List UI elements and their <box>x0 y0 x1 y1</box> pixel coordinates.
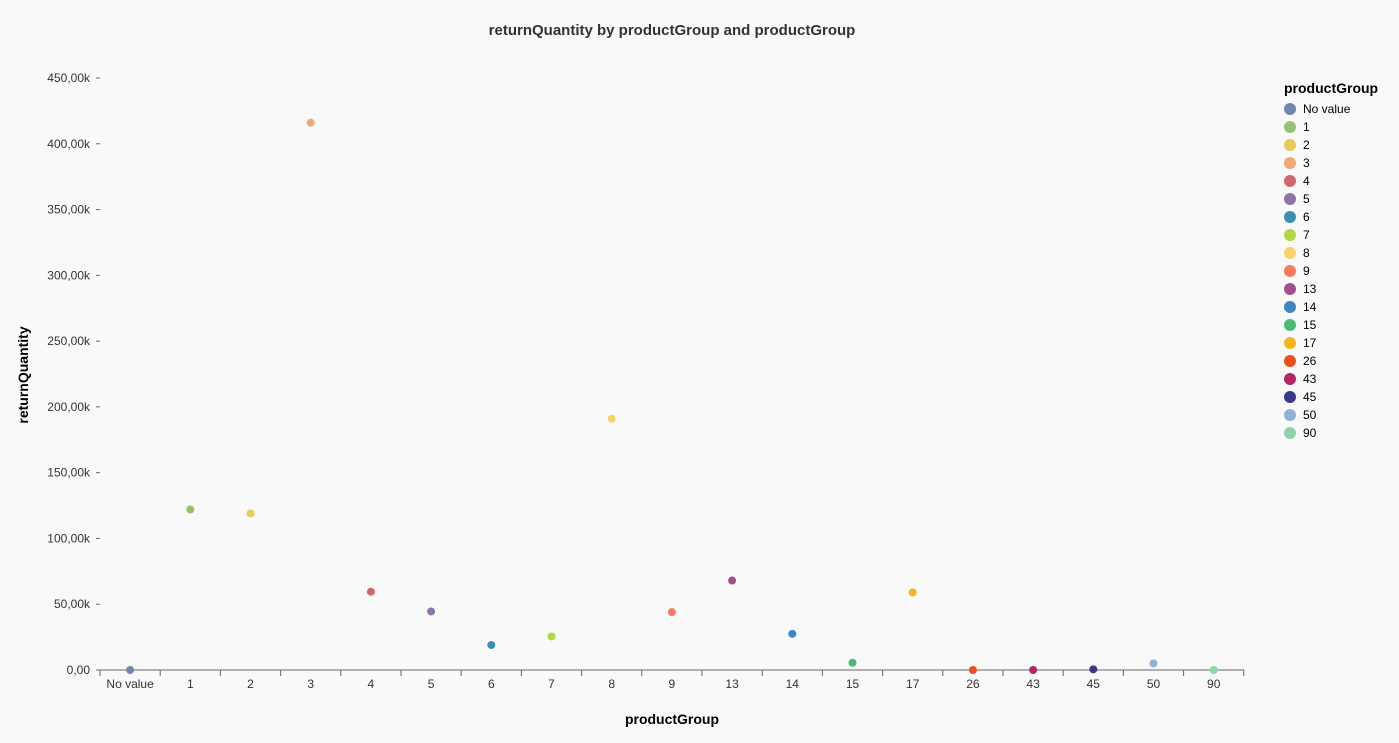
data-point <box>186 505 195 514</box>
x-tick-label: 50 <box>1147 677 1161 691</box>
legend-label: 45 <box>1303 390 1317 404</box>
data-point <box>1089 665 1098 674</box>
legend-label: 1 <box>1303 120 1310 134</box>
legend-swatch <box>1284 211 1296 223</box>
legend-swatch <box>1284 355 1296 367</box>
legend-label: 2 <box>1303 138 1310 152</box>
legend-label: 4 <box>1303 174 1310 188</box>
legend-swatch <box>1284 175 1296 187</box>
data-point <box>246 509 255 518</box>
y-axis-title: returnQuantity <box>15 326 31 423</box>
legend-swatch <box>1284 391 1296 403</box>
x-tick-label: 14 <box>786 677 800 691</box>
legend-label: 6 <box>1303 210 1310 224</box>
legend-swatch <box>1284 121 1296 133</box>
legend-label: 8 <box>1303 246 1310 260</box>
x-tick-label: 90 <box>1207 677 1221 691</box>
data-point <box>667 608 676 617</box>
data-point <box>547 632 556 641</box>
legend-swatch <box>1284 409 1296 421</box>
legend-label: 43 <box>1303 372 1317 386</box>
legend-label: 13 <box>1303 282 1317 296</box>
chart-title: returnQuantity by productGroup and produ… <box>489 22 856 39</box>
x-tick-label: 3 <box>307 677 314 691</box>
data-points <box>126 118 1218 674</box>
legend-swatch <box>1284 373 1296 385</box>
legend-swatch <box>1284 157 1296 169</box>
legend-title: productGroup <box>1284 80 1378 96</box>
data-point <box>908 588 917 597</box>
legend-swatch <box>1284 229 1296 241</box>
y-tick-label: 250,00k <box>47 334 91 348</box>
legend-label: 14 <box>1303 300 1317 314</box>
legend-swatch <box>1284 139 1296 151</box>
legend-label: 50 <box>1303 408 1317 422</box>
legend-swatch <box>1284 301 1296 313</box>
data-point <box>788 629 797 638</box>
y-tick-label: 300,00k <box>47 268 91 282</box>
x-tick-label: 8 <box>608 677 615 691</box>
data-point <box>968 666 977 674</box>
legend-label: 7 <box>1303 228 1310 242</box>
data-point <box>427 607 436 616</box>
x-tick-label: 1 <box>187 677 194 691</box>
y-tick-label: 150,00k <box>47 466 91 480</box>
x-tick-label: 13 <box>725 677 739 691</box>
x-tick-label: 6 <box>488 677 495 691</box>
legend-label: 9 <box>1303 264 1310 278</box>
x-tick-label: 26 <box>966 677 980 691</box>
y-tick-label: 450,00k <box>47 71 91 85</box>
legend: productGroup No value1234567891314151726… <box>1284 80 1378 440</box>
data-point <box>607 414 616 423</box>
x-tick-label: 15 <box>846 677 860 691</box>
x-tick-label: 9 <box>669 677 676 691</box>
legend-swatch <box>1284 103 1296 115</box>
legend-label: 90 <box>1303 426 1317 440</box>
data-point <box>487 641 496 650</box>
y-tick-label: 50,00k <box>54 597 91 611</box>
x-tick-label: 45 <box>1087 677 1101 691</box>
legend-swatch <box>1284 265 1296 277</box>
data-point <box>1029 666 1038 674</box>
legend-swatch <box>1284 283 1296 295</box>
data-point <box>306 118 315 127</box>
data-point <box>1209 666 1218 674</box>
y-tick-label: 100,00k <box>47 531 91 545</box>
legend-swatch <box>1284 337 1296 349</box>
y-tick-label: 400,00k <box>47 137 91 151</box>
y-tick-label: 350,00k <box>47 203 91 217</box>
x-tick-label: 5 <box>428 677 435 691</box>
legend-swatch <box>1284 319 1296 331</box>
data-point <box>126 666 135 674</box>
x-axis: No value 1 2 3 4 5 6 7 8 9 13 14 15 17 26 43 45 50 90 <box>99 669 1245 691</box>
y-axis: 0,00 50,00k 100,00k 150,00k 200,00k 250,00k 30… <box>47 71 100 677</box>
x-tick-label: 17 <box>906 677 920 691</box>
legend-swatch <box>1284 247 1296 259</box>
y-tick-label: 200,00k <box>47 400 91 414</box>
x-axis-title: productGroup <box>625 711 719 727</box>
x-tick-label: No value <box>106 677 154 691</box>
data-point <box>728 576 737 585</box>
x-tick-label: 2 <box>247 677 254 691</box>
legend-swatch <box>1284 427 1296 439</box>
x-tick-label: 43 <box>1026 677 1040 691</box>
legend-label: 3 <box>1303 156 1310 170</box>
data-point <box>366 587 375 596</box>
x-tick-label: 4 <box>368 677 375 691</box>
data-point <box>848 658 857 667</box>
x-tick-label: 7 <box>548 677 555 691</box>
legend-label: 15 <box>1303 318 1317 332</box>
data-point <box>1149 659 1158 668</box>
legend-label: 17 <box>1303 336 1317 350</box>
legend-label: 26 <box>1303 354 1317 368</box>
legend-label: No value <box>1303 102 1351 116</box>
legend-swatch <box>1284 193 1296 205</box>
y-tick-label: 0,00 <box>67 663 91 677</box>
legend-label: 5 <box>1303 192 1310 206</box>
